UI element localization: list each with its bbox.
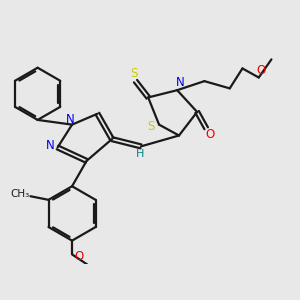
Text: O: O <box>205 128 214 141</box>
Text: N: N <box>176 76 184 89</box>
Text: N: N <box>66 113 75 126</box>
Text: S: S <box>147 120 155 133</box>
Text: O: O <box>256 64 265 77</box>
Text: N: N <box>46 139 55 152</box>
Text: S: S <box>130 68 137 80</box>
Text: H: H <box>136 149 144 159</box>
Text: O: O <box>74 250 83 263</box>
Text: CH₃: CH₃ <box>10 189 29 200</box>
